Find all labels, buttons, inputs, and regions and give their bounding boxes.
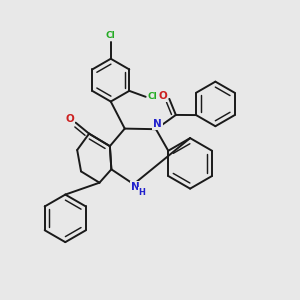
Text: H: H: [139, 188, 145, 197]
Text: N: N: [153, 119, 162, 129]
Text: Cl: Cl: [147, 92, 157, 101]
Text: O: O: [158, 91, 167, 101]
Text: N: N: [131, 182, 140, 192]
Text: Cl: Cl: [106, 32, 116, 40]
Text: O: O: [66, 114, 75, 124]
